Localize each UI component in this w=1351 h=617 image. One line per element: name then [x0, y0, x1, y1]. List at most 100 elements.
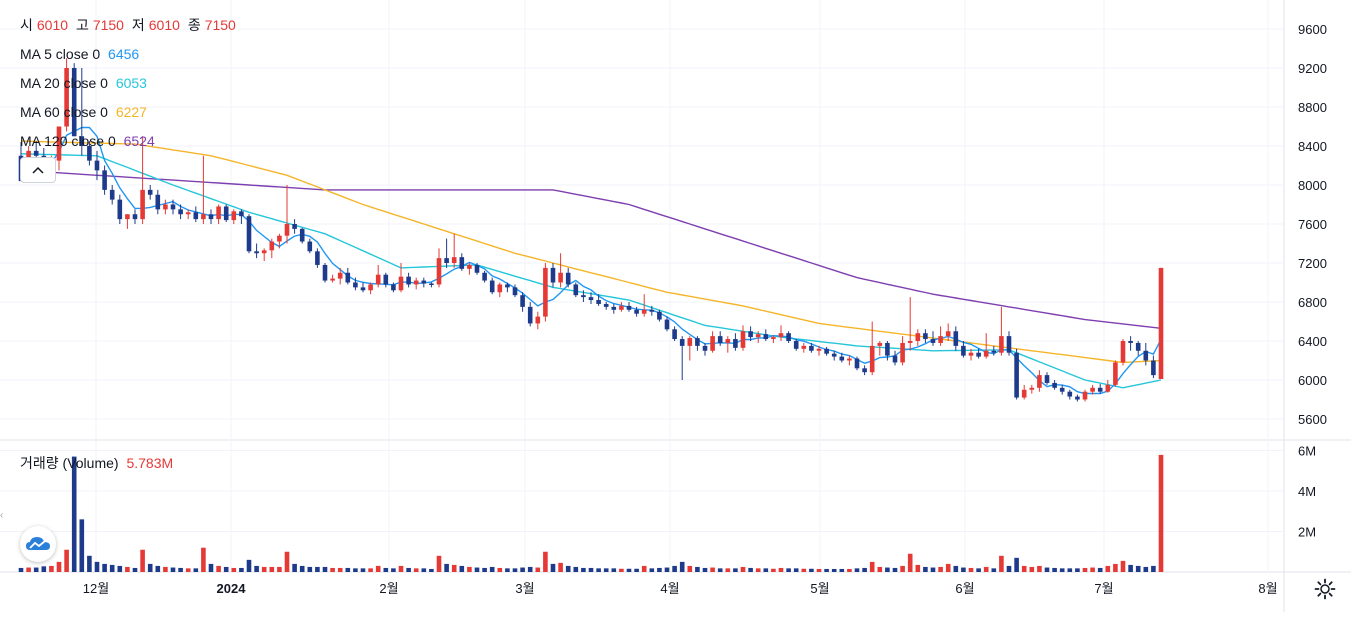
candle-body — [436, 258, 442, 285]
candle-body — [398, 276, 404, 291]
ma5-legend[interactable]: MA 5 close 0 6456 — [20, 45, 143, 63]
time-axis-label: 6월 — [955, 581, 974, 596]
candle-body — [687, 338, 693, 346]
candle-body — [596, 300, 601, 304]
price-tick-label: 6800 — [1298, 295, 1327, 310]
time-axis-label: 5월 — [810, 581, 829, 596]
low-label: 저 — [131, 17, 145, 33]
volume-bar — [1021, 565, 1027, 572]
volume-bar — [1067, 568, 1073, 572]
candle-body — [854, 358, 860, 369]
volume-value: 5.783M — [126, 455, 174, 471]
candle-body — [421, 280, 427, 284]
volume-bar — [1044, 567, 1050, 572]
volume-bar — [489, 566, 495, 572]
candle-body — [588, 297, 594, 301]
volume-bar — [444, 563, 449, 572]
candle-body — [56, 126, 62, 161]
candle-body — [1120, 341, 1126, 363]
candle-body — [459, 257, 465, 269]
time-axis-label: 7월 — [1094, 581, 1113, 596]
candle-body — [375, 274, 381, 285]
ma20-label: MA 20 close 0 — [20, 75, 108, 91]
volume-bar — [246, 559, 252, 572]
volume-bar — [201, 547, 206, 572]
candle-body — [102, 170, 107, 190]
settings-button[interactable] — [1313, 577, 1337, 601]
volume-bar — [953, 565, 959, 572]
volume-bar — [900, 565, 905, 572]
time-axis-label: 12월 — [83, 581, 109, 596]
candle-body — [109, 189, 115, 200]
volume-bar — [1052, 567, 1057, 572]
volume-bar — [406, 567, 411, 572]
volume-bar — [619, 568, 624, 572]
candle-body — [869, 345, 875, 373]
chart-logo[interactable] — [20, 526, 56, 562]
candle-body — [740, 331, 746, 348]
candle-body — [786, 333, 791, 341]
ma20-legend[interactable]: MA 20 close 0 6053 — [20, 74, 151, 92]
candle-body — [991, 350, 997, 353]
volume-bar — [634, 568, 639, 572]
volume-bar — [261, 566, 267, 572]
candle-body — [299, 228, 305, 242]
scroll-left-button[interactable]: ‹ — [0, 510, 8, 530]
ma5-label: MA 5 close 0 — [20, 46, 101, 62]
candle-body — [702, 345, 708, 351]
volume-bars — [18, 454, 1164, 572]
volume-bar — [292, 563, 297, 572]
volume-bar — [315, 566, 320, 572]
candle-body — [193, 212, 199, 220]
ma120-legend[interactable]: MA 120 close 0 6524 — [20, 132, 159, 150]
candle-body — [877, 342, 883, 346]
volume-bar — [512, 568, 518, 572]
volume-bar — [33, 567, 39, 572]
candle-body — [391, 284, 396, 291]
price-tick-label: 8400 — [1298, 139, 1327, 154]
candle-body — [284, 224, 290, 236]
volume-bar — [991, 568, 997, 572]
candle-body — [337, 272, 343, 279]
volume-bar — [824, 568, 829, 572]
volume-bar — [1029, 566, 1035, 572]
volume-bar — [915, 564, 921, 572]
price-tick-label: 8000 — [1298, 178, 1327, 193]
volume-bar — [1075, 568, 1080, 572]
candle-body — [930, 339, 936, 343]
volume-bar — [1158, 454, 1164, 572]
volume-bar — [1143, 566, 1149, 572]
volume-bar — [862, 567, 867, 572]
candle-body — [246, 216, 252, 252]
volume-bar — [626, 568, 632, 572]
volume-bar — [771, 568, 776, 572]
ma60-legend[interactable]: MA 60 close 0 6227 — [20, 103, 151, 121]
candle-body — [33, 150, 39, 156]
candle-body — [26, 150, 31, 161]
candle-body — [269, 241, 275, 251]
chevron-left-icon: ‹ — [0, 510, 4, 521]
volume-bar — [1135, 565, 1141, 572]
collapse-legend-button[interactable] — [20, 157, 56, 183]
candle-body — [581, 295, 586, 298]
volume-bar — [999, 555, 1004, 572]
volume-bar — [755, 568, 761, 572]
volume-bar — [740, 566, 746, 572]
volume-bar — [672, 565, 677, 572]
candle-body — [527, 306, 533, 324]
volume-bar — [1006, 565, 1012, 572]
candle-body — [961, 345, 966, 356]
candle-body — [1158, 267, 1164, 380]
candle-body — [353, 282, 358, 288]
volume-bar — [733, 568, 738, 572]
volume-legend[interactable]: 거래량 (Volume) 5.783M — [20, 454, 177, 472]
candle-body — [1113, 362, 1118, 385]
candle-body — [900, 342, 905, 363]
volume-bar — [558, 562, 563, 572]
volume-bar — [527, 566, 533, 572]
candle-body — [619, 305, 624, 310]
candle-body — [641, 309, 647, 314]
candle-body — [733, 339, 738, 348]
volume-bar — [178, 567, 183, 572]
